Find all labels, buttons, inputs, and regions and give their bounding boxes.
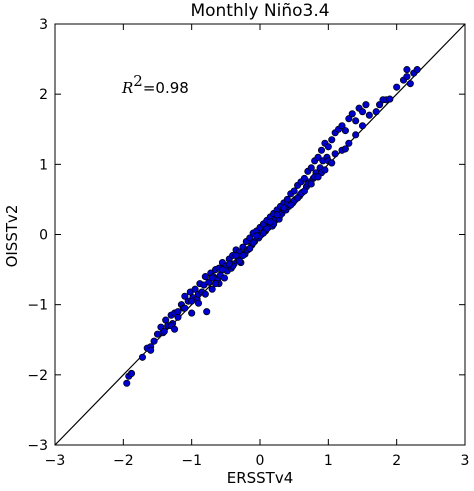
data-point [218,266,226,274]
x-tick-label: 0 [256,453,265,469]
data-point [273,211,281,219]
data-point [341,127,349,135]
y-tick-label: −3 [27,438,48,454]
data-point [358,122,367,130]
r-superscript: 2 [133,72,143,90]
data-point [307,164,315,172]
data-point [266,218,274,226]
data-point [403,66,411,74]
data-point [358,108,367,116]
x-axis-label: ERSSTv4 [227,469,294,487]
data-point [225,260,233,268]
x-axis-ticks: −3 −2 −1 0 1 2 3 [45,24,470,469]
x-tick-label: −3 [45,453,66,469]
r-squared-annotation: R2=0.98 [121,72,189,97]
data-point [123,379,131,387]
data-point [345,139,353,147]
data-point [287,201,295,209]
data-point [220,274,229,282]
data-point [317,146,326,154]
x-tick-label: −1 [181,453,202,469]
data-point [138,353,147,361]
data-point [386,95,394,103]
data-point [191,285,199,293]
data-point [321,166,329,174]
data-point [341,145,349,153]
data-point [249,239,257,247]
x-tick-label: 1 [324,453,333,469]
data-point [188,297,196,305]
data-point [372,108,380,116]
data-point [338,122,346,130]
data-point [208,285,216,293]
y-tick-label: −2 [27,368,48,384]
data-point [352,117,360,125]
data-point [314,173,322,181]
data-point [160,327,168,335]
data-point [328,159,336,167]
data-point [253,232,261,240]
data-point [345,115,353,123]
r-symbol: R [121,79,133,97]
data-point [406,80,414,88]
data-point [307,180,315,188]
x-tick-label: 3 [461,453,470,469]
data-point [413,66,421,74]
data-point [314,153,322,161]
data-point [376,101,384,109]
data-point [147,346,155,354]
data-point [188,309,196,317]
data-point [348,110,356,118]
data-point [201,290,209,298]
data-point [181,304,189,312]
data-point [300,174,308,182]
y-tick-label: −1 [27,298,48,314]
data-point [280,204,288,212]
data-point [294,194,302,202]
data-point [194,299,203,307]
data-point [203,308,211,316]
data-point [331,150,339,158]
chart-title: Monthly Niño3.4 [190,1,329,21]
data-point [208,274,216,282]
data-point [300,187,308,195]
data-point [150,337,158,345]
y-tick-label: 2 [39,87,48,103]
data-point [171,325,179,333]
y-axis-ticks: −3 −2 −1 0 1 2 3 [27,17,465,454]
x-tick-label: 2 [392,453,401,469]
data-point [328,136,336,144]
r-squared-value: =0.98 [143,79,189,97]
data-point [362,101,370,109]
data-point [212,280,220,288]
data-point [201,273,209,281]
data-point [174,313,182,321]
data-point [393,83,401,91]
data-point [259,229,267,237]
data-point [290,187,298,195]
data-point [181,292,189,300]
data-point [232,252,240,260]
data-point [246,244,254,253]
points-layer [123,66,421,387]
data-point [324,143,332,151]
y-axis-label: OISSTv2 [3,205,21,268]
data-point [365,111,373,119]
y-tick-label: 1 [39,157,48,173]
y-tick-label: 0 [39,228,48,244]
data-point [127,369,136,377]
data-point [352,131,360,139]
data-point [246,234,254,242]
x-tick-label: −2 [113,453,134,469]
data-point [235,257,244,265]
data-point [239,252,247,260]
y-tick-label: 3 [39,17,48,33]
data-point [403,73,411,81]
